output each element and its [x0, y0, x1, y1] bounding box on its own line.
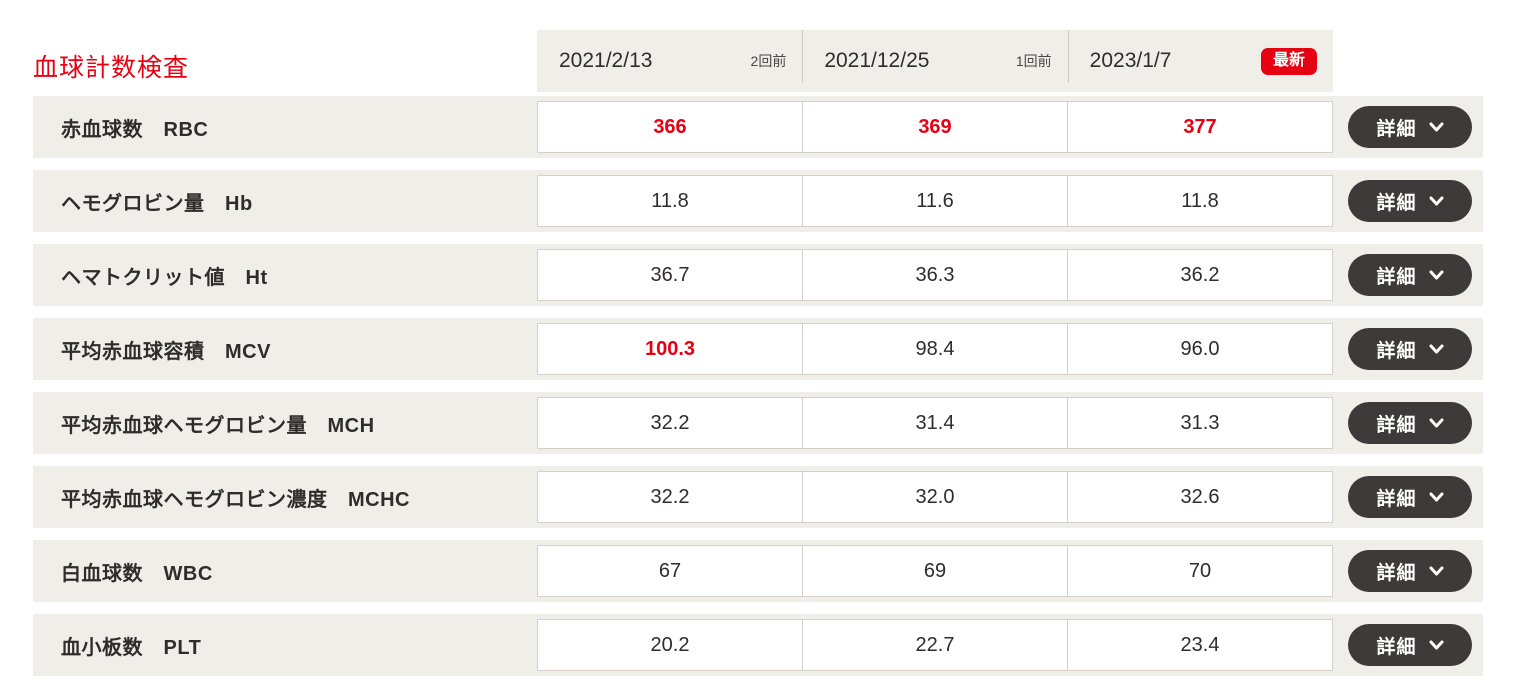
detail-button[interactable]: 詳細 — [1348, 624, 1472, 666]
detail-button-label: 詳細 — [1376, 562, 1417, 584]
value-cell: 11.8 — [1068, 175, 1333, 227]
value-cell: 31.3 — [1068, 397, 1333, 449]
detail-button[interactable]: 詳細 — [1348, 550, 1472, 592]
table-row: 血小板数 PLT 20.2 22.7 23.4 詳細 — [33, 614, 1483, 676]
row-values: 11.8 11.6 11.8 — [537, 175, 1333, 227]
row-label: 平均赤血球ヘモグロビン量 MCH — [61, 414, 375, 437]
row-label: 赤血球数 RBC — [61, 118, 209, 141]
value-cell: 69 — [803, 545, 1068, 597]
value-cell: 36.3 — [803, 249, 1068, 301]
chevron-down-icon — [1429, 418, 1443, 428]
detail-button[interactable]: 詳細 — [1348, 328, 1472, 370]
row-label: ヘマトクリット値 Ht — [61, 266, 268, 289]
row-values: 36.7 36.3 36.2 — [537, 249, 1333, 301]
detail-button-label: 詳細 — [1376, 414, 1417, 436]
detail-button[interactable]: 詳細 — [1348, 106, 1472, 148]
detail-button-label: 詳細 — [1376, 192, 1417, 214]
value-cell: 32.2 — [537, 471, 803, 523]
detail-button-label: 詳細 — [1376, 266, 1417, 288]
row-values: 67 69 70 — [537, 545, 1333, 597]
date-column-3: 2023/1/7 最新 — [1067, 30, 1333, 92]
date-label: 2023/1/7 — [1089, 49, 1172, 72]
value-cell: 20.2 — [537, 619, 803, 671]
row-values: 20.2 22.7 23.4 — [537, 619, 1333, 671]
detail-button-label: 詳細 — [1376, 118, 1417, 140]
table-row: ヘマトクリット値 Ht 36.7 36.3 36.2 詳細 — [33, 244, 1483, 306]
chevron-down-icon — [1429, 122, 1443, 132]
value-cell: 32.0 — [803, 471, 1068, 523]
row-values: 100.3 98.4 96.0 — [537, 323, 1333, 375]
detail-button[interactable]: 詳細 — [1348, 254, 1472, 296]
value-cell: 11.6 — [803, 175, 1068, 227]
detail-button[interactable]: 詳細 — [1348, 402, 1472, 444]
table-row: 平均赤血球ヘモグロビン量 MCH 32.2 31.4 31.3 詳細 — [33, 392, 1483, 454]
chevron-down-icon — [1429, 196, 1443, 206]
value-cell: 32.2 — [537, 397, 803, 449]
row-values: 32.2 32.0 32.6 — [537, 471, 1333, 523]
chevron-down-icon — [1429, 344, 1443, 354]
value-cell: 377 — [1068, 101, 1333, 153]
chevron-down-icon — [1429, 492, 1443, 502]
chevron-down-icon — [1429, 640, 1443, 650]
date-label: 2021/2/13 — [559, 49, 653, 72]
row-label: 血小板数 PLT — [61, 636, 202, 659]
value-cell: 369 — [803, 101, 1068, 153]
value-cell: 100.3 — [537, 323, 803, 375]
date-column-1: 2021/2/13 2回前 — [537, 30, 802, 92]
detail-button-label: 詳細 — [1376, 340, 1417, 362]
value-cell: 70 — [1068, 545, 1333, 597]
detail-button[interactable]: 詳細 — [1348, 180, 1472, 222]
date-label: 2021/12/25 — [824, 49, 930, 72]
date-column-2: 2021/12/25 1回前 — [802, 30, 1067, 92]
table-row: ヘモグロビン量 Hb 11.8 11.6 11.8 詳細 — [33, 170, 1483, 232]
date-note: 1回前 — [1015, 53, 1052, 69]
value-cell: 22.7 — [803, 619, 1068, 671]
row-label: 白血球数 WBC — [61, 562, 213, 585]
value-cell: 31.4 — [803, 397, 1068, 449]
detail-button[interactable]: 詳細 — [1348, 476, 1472, 518]
page-title: 血球計数検査 — [33, 53, 190, 82]
row-label: 平均赤血球ヘモグロビン濃度 MCHC — [61, 488, 410, 511]
latest-badge: 最新 — [1260, 47, 1317, 75]
value-cell: 98.4 — [803, 323, 1068, 375]
chevron-down-icon — [1429, 566, 1443, 576]
row-values: 32.2 31.4 31.3 — [537, 397, 1333, 449]
value-cell: 366 — [537, 101, 803, 153]
value-cell: 23.4 — [1068, 619, 1333, 671]
chevron-down-icon — [1429, 270, 1443, 280]
date-note: 2回前 — [750, 53, 787, 69]
detail-button-label: 詳細 — [1376, 488, 1417, 510]
row-values: 366 369 377 — [537, 101, 1333, 153]
value-cell: 36.7 — [537, 249, 803, 301]
test-rows-table: 赤血球数 RBC 366 369 377 詳細 ヘモグロビン量 Hb 11.8 … — [33, 96, 1483, 688]
value-cell: 96.0 — [1068, 323, 1333, 375]
detail-button-label: 詳細 — [1376, 636, 1417, 658]
table-row: 平均赤血球容積 MCV 100.3 98.4 96.0 詳細 — [33, 318, 1483, 380]
value-cell: 11.8 — [537, 175, 803, 227]
table-row: 平均赤血球ヘモグロビン濃度 MCHC 32.2 32.0 32.6 詳細 — [33, 466, 1483, 528]
table-row: 赤血球数 RBC 366 369 377 詳細 — [33, 96, 1483, 158]
value-cell: 36.2 — [1068, 249, 1333, 301]
value-cell: 32.6 — [1068, 471, 1333, 523]
value-cell: 67 — [537, 545, 803, 597]
row-label: ヘモグロビン量 Hb — [61, 192, 253, 215]
date-header: 2021/2/13 2回前 2021/12/25 1回前 2023/1/7 最新 — [537, 30, 1333, 92]
table-row: 白血球数 WBC 67 69 70 詳細 — [33, 540, 1483, 602]
row-label: 平均赤血球容積 MCV — [61, 340, 271, 363]
